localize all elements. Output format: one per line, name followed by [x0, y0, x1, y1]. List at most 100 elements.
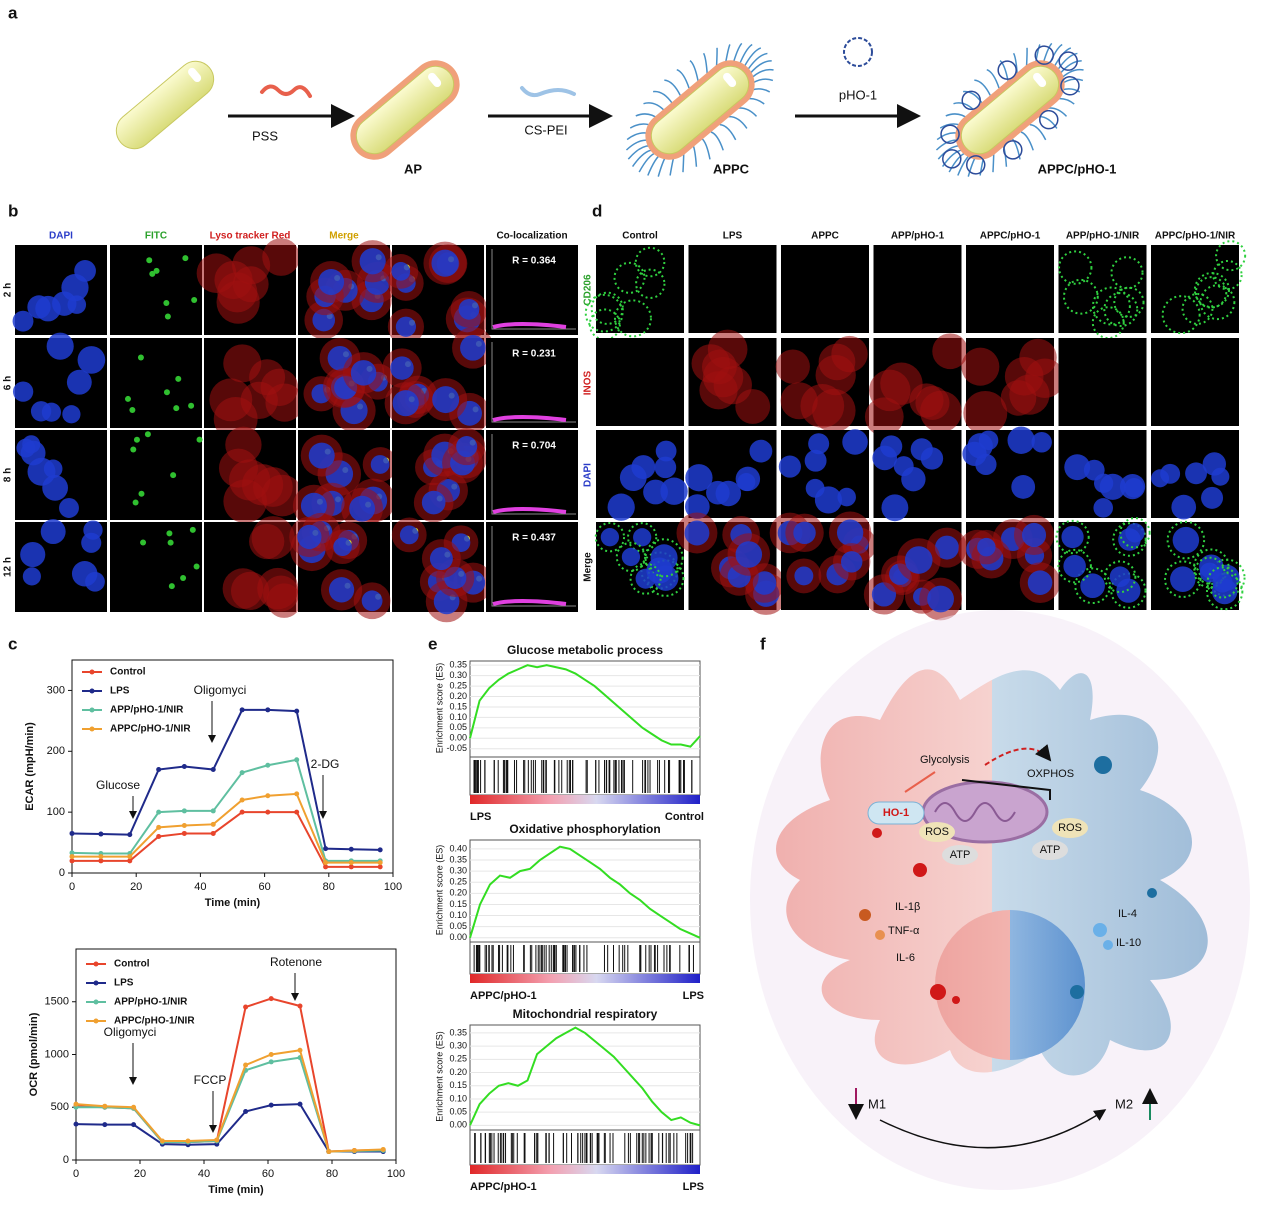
- nucleus: [1093, 498, 1113, 518]
- membrane: [1113, 286, 1145, 318]
- data-point: [297, 1047, 303, 1053]
- rank-gradient: [470, 974, 700, 983]
- micrograph: [778, 429, 869, 518]
- micrograph: [298, 240, 398, 340]
- nucleus: [1064, 454, 1091, 481]
- f-label: TNF-α: [888, 925, 920, 937]
- data-point: [98, 854, 104, 860]
- membrane: [588, 308, 621, 341]
- ligand: [727, 115, 748, 129]
- speck: [149, 270, 156, 277]
- phenotype: M1: [868, 1096, 886, 1111]
- cytoplasm: [780, 382, 818, 420]
- legend-dot: [89, 669, 95, 675]
- membrane: [1181, 292, 1214, 325]
- nucleus: [41, 402, 62, 422]
- y-tick-label: 100: [47, 806, 65, 818]
- f-label: IL-10: [1116, 937, 1141, 949]
- membrane: [1193, 271, 1230, 309]
- data-point: [268, 1059, 274, 1065]
- membrane: [1119, 517, 1151, 549]
- data-point: [243, 1004, 249, 1010]
- vesicle: [1070, 985, 1084, 999]
- micrograph: [688, 245, 777, 333]
- phenotype-right: Control: [665, 811, 704, 823]
- nucleus: [333, 537, 352, 557]
- micrograph: [15, 430, 107, 520]
- nucleus: [619, 464, 647, 492]
- membrane: [1193, 548, 1230, 585]
- nucleus: [684, 494, 710, 519]
- data-point: [210, 767, 216, 773]
- membrane: [1194, 276, 1228, 309]
- y-tick-label: -0.05: [446, 743, 467, 753]
- legend-dot: [89, 707, 95, 713]
- y-tick-label: 1500: [45, 996, 69, 1008]
- y-tick-label: 0.25: [449, 877, 467, 887]
- nucleus: [81, 532, 102, 553]
- nucleus: [1011, 475, 1036, 499]
- speck: [163, 299, 170, 306]
- y-tick-label: 0.15: [449, 899, 467, 909]
- tile-bg: [596, 338, 684, 426]
- coloc-plot: R = 0.437: [486, 522, 578, 612]
- data-point: [294, 791, 300, 797]
- column-header: DAPI: [49, 231, 73, 242]
- cytoplasm: [266, 583, 302, 618]
- nucleus: [390, 356, 414, 380]
- tile-bg: [688, 245, 777, 333]
- data-point: [185, 1138, 191, 1144]
- speck: [146, 257, 153, 264]
- phenotype-left: APPC/pHO-1: [470, 1181, 537, 1193]
- plasmid: [942, 149, 962, 169]
- membrane: [1112, 522, 1147, 557]
- vesicle: [872, 828, 882, 838]
- row-label: CD206: [583, 274, 594, 306]
- r-value: R = 0.231: [512, 349, 556, 360]
- f-label: ATP: [1040, 844, 1061, 856]
- y-tick-label: 0.10: [449, 1093, 467, 1103]
- nucleus: [1172, 526, 1200, 554]
- micrograph: [596, 338, 684, 426]
- tile-bg: [1151, 338, 1239, 426]
- membrane: [1091, 286, 1131, 326]
- data-point: [239, 770, 245, 776]
- data-point: [181, 808, 187, 814]
- row-label: 2 h: [3, 283, 14, 297]
- micrograph: [110, 338, 202, 428]
- membrane: [644, 538, 684, 578]
- data-point: [127, 832, 133, 838]
- shine: [188, 67, 202, 83]
- rod: [115, 60, 215, 150]
- nucleus: [977, 537, 996, 557]
- ligand: [1020, 131, 1034, 151]
- micrograph: [584, 245, 684, 341]
- micrograph: [289, 512, 391, 620]
- tile-bg: [1058, 245, 1147, 333]
- column-header: APPC/pHO-1/NIR: [1155, 231, 1236, 242]
- vesicle: [1147, 888, 1157, 898]
- data-point: [297, 1003, 303, 1009]
- data-point: [69, 850, 75, 856]
- micrograph: [1055, 517, 1151, 610]
- membrane: [1091, 306, 1125, 340]
- cytoplasm: [262, 238, 300, 276]
- annotation: FCCP: [194, 1073, 227, 1087]
- y-tick-label: 0.15: [449, 701, 467, 711]
- column-header: FITC: [145, 231, 167, 242]
- cytoplasm: [249, 359, 286, 396]
- data-point: [131, 1122, 137, 1128]
- x-tick-label: 60: [258, 881, 270, 893]
- data-point: [239, 809, 245, 815]
- phenotype-left: LPS: [470, 811, 491, 823]
- nucleus: [22, 567, 41, 586]
- nucleus: [836, 519, 864, 546]
- ho1-box: [867, 801, 925, 825]
- f-label: OXPHOS: [1027, 768, 1074, 780]
- x-tick-label: 0: [69, 881, 75, 893]
- x-tick-label: 40: [194, 881, 206, 893]
- nucleus: [737, 473, 756, 492]
- cspei-icon: [520, 86, 576, 98]
- x-tick-label: 80: [326, 1168, 338, 1180]
